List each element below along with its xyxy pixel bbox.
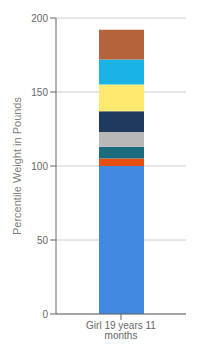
svg-text:200: 200: [31, 13, 48, 24]
svg-text:150: 150: [31, 87, 48, 98]
svg-text:Percentile Weight in Pounds: Percentile Weight in Pounds: [11, 97, 23, 235]
svg-text:100: 100: [31, 161, 48, 172]
svg-text:50: 50: [37, 235, 49, 246]
svg-text:Girl 19 years 11months: Girl 19 years 11months: [86, 320, 156, 341]
svg-text:0: 0: [42, 309, 48, 320]
